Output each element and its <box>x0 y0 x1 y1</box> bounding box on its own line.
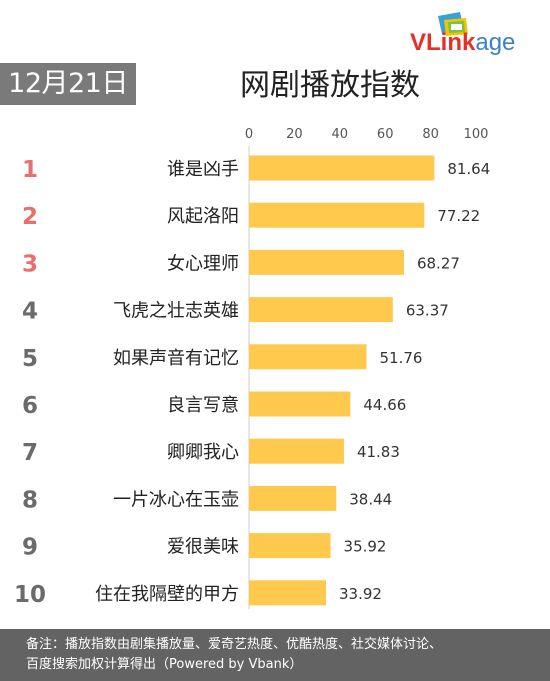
value-label: 63.37 <box>406 302 449 320</box>
x-tick-label: 80 <box>422 127 439 142</box>
bar <box>249 249 404 275</box>
category-label: 良言写意 <box>167 395 239 416</box>
value-label: 38.44 <box>349 490 392 508</box>
bar <box>249 391 351 417</box>
bar <box>249 533 331 559</box>
date-badge: 12月21日 <box>0 63 136 105</box>
rank-number: 5 <box>22 346 38 372</box>
category-label: 如果声音有记忆 <box>113 348 239 369</box>
bar-chart: 0 20 40 60 80 100 1 谁是凶手 81.64 2 风起洛阳 77.22 3 女心理师 68.… <box>14 127 490 610</box>
rank-number: 8 <box>22 487 38 513</box>
rank-number: 10 <box>14 582 46 608</box>
bar <box>249 485 337 511</box>
bar <box>249 438 344 464</box>
x-tick-label: 60 <box>377 127 394 142</box>
x-tick-label: 20 <box>286 127 303 142</box>
bar <box>249 202 425 228</box>
x-tick-label: 40 <box>332 127 349 142</box>
bar <box>249 580 326 606</box>
footer-note: 备注：播放指数由剧集播放量、爱奇艺热度、优酷热度、社交媒体讨论、 百度搜索加权计… <box>0 629 550 681</box>
rank-number: 4 <box>22 299 38 325</box>
rank-number: 6 <box>22 393 38 419</box>
x-tick-label: 100 <box>464 127 489 142</box>
bar <box>249 344 367 370</box>
value-label: 33.92 <box>339 585 382 603</box>
bar <box>249 297 393 323</box>
vlinkage-logo: VLinkage <box>404 10 544 58</box>
value-label: 81.64 <box>447 160 490 178</box>
value-label: 68.27 <box>417 254 460 272</box>
footer-line-1: 备注：播放指数由剧集播放量、爱奇艺热度、优酷热度、社交媒体讨论、 <box>26 637 443 652</box>
category-label: 谁是凶手 <box>167 159 239 180</box>
value-label: 41.83 <box>357 443 400 461</box>
category-label: 风起洛阳 <box>167 206 239 227</box>
rank-number: 2 <box>22 204 38 230</box>
category-label: 一片冰心在玉壶 <box>113 489 239 510</box>
rank-number: 7 <box>22 440 38 466</box>
value-label: 44.66 <box>363 396 406 414</box>
page-title: 网剧播放指数 <box>240 68 420 103</box>
category-label: 飞虎之壮志英雄 <box>113 301 239 322</box>
rank-number: 9 <box>22 535 38 561</box>
logo-emblem-icon <box>438 12 468 36</box>
rank-number: 3 <box>22 251 38 277</box>
logo-wordmark: VLinkage <box>410 29 516 56</box>
category-label: 住在我隔壁的甲方 <box>95 584 239 605</box>
footer-line-2: 百度搜索加权计算得出（Powered by Vbank） <box>26 657 303 672</box>
category-label: 女心理师 <box>167 253 239 274</box>
value-label: 35.92 <box>344 538 387 556</box>
category-label: 卿卿我心 <box>167 442 239 463</box>
x-tick-label: 0 <box>245 127 253 142</box>
value-label: 51.76 <box>379 349 422 367</box>
rank-number: 1 <box>22 157 38 183</box>
bar <box>249 155 435 181</box>
category-label: 爱很美味 <box>167 537 239 558</box>
value-label: 77.22 <box>437 207 480 225</box>
